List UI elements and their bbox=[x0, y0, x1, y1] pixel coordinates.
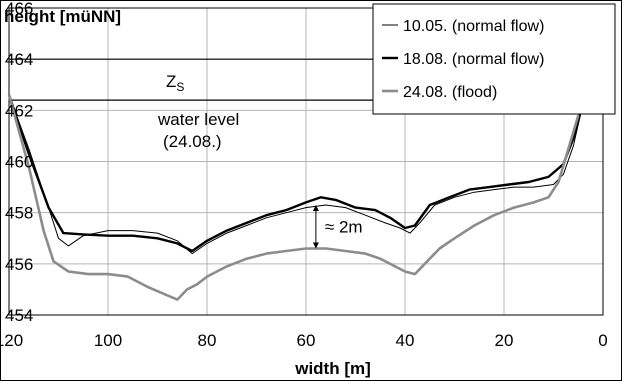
y-tick-460: 460 bbox=[5, 153, 33, 172]
legend-label-3: 24.08. (flood) bbox=[403, 84, 497, 101]
x-axis-label: width [m] bbox=[294, 359, 371, 378]
zs-label-main: Z bbox=[166, 72, 176, 91]
y-axis-label: height [müNN] bbox=[4, 7, 121, 26]
y-tick-462: 462 bbox=[5, 101, 33, 120]
legend-box bbox=[372, 3, 616, 115]
y-tick-456: 456 bbox=[5, 255, 33, 274]
legend-label-1: 10.05. (normal flow) bbox=[403, 18, 544, 35]
zs-label-sub: S bbox=[176, 80, 184, 94]
y-tick-458: 458 bbox=[5, 204, 33, 223]
x-tick-20: 20 bbox=[495, 331, 514, 350]
y-tick-464: 464 bbox=[5, 50, 33, 69]
x-tick-100: 100 bbox=[94, 331, 122, 350]
x-tick-60: 60 bbox=[297, 331, 316, 350]
y-tick-454: 454 bbox=[5, 306, 33, 325]
plot-area bbox=[8, 7, 604, 316]
arrow-head-bottom bbox=[312, 242, 319, 249]
difference-label: ≈ 2m bbox=[325, 218, 363, 237]
series-line-2 bbox=[7, 94, 585, 253]
water-level-date-label: (24.08.) bbox=[163, 132, 222, 151]
water-level-label: water level bbox=[157, 110, 239, 129]
x-tick-120: 120 bbox=[1, 331, 23, 350]
arrow-head-top bbox=[312, 204, 319, 211]
x-tick-40: 40 bbox=[396, 331, 415, 350]
legend-label-2: 18.08. (normal flow) bbox=[403, 51, 544, 68]
series-line-1 bbox=[8, 94, 584, 255]
series-line-3 bbox=[7, 94, 580, 301]
legend: 10.05. (normal flow) 18.08. (normal flow)… bbox=[372, 3, 616, 115]
zs-label: ZS bbox=[166, 72, 184, 94]
difference-annotation: ≈ 2m bbox=[312, 204, 363, 249]
x-tick-80: 80 bbox=[198, 331, 217, 350]
x-tick-0: 0 bbox=[598, 331, 607, 350]
y-tick-labels: 454 456 458 460 462 464 466 bbox=[5, 1, 33, 325]
y-tick-466: 466 bbox=[5, 1, 33, 18]
series-lines bbox=[7, 94, 585, 301]
x-tick-labels: 120 100 80 60 40 20 0 bbox=[1, 331, 608, 350]
